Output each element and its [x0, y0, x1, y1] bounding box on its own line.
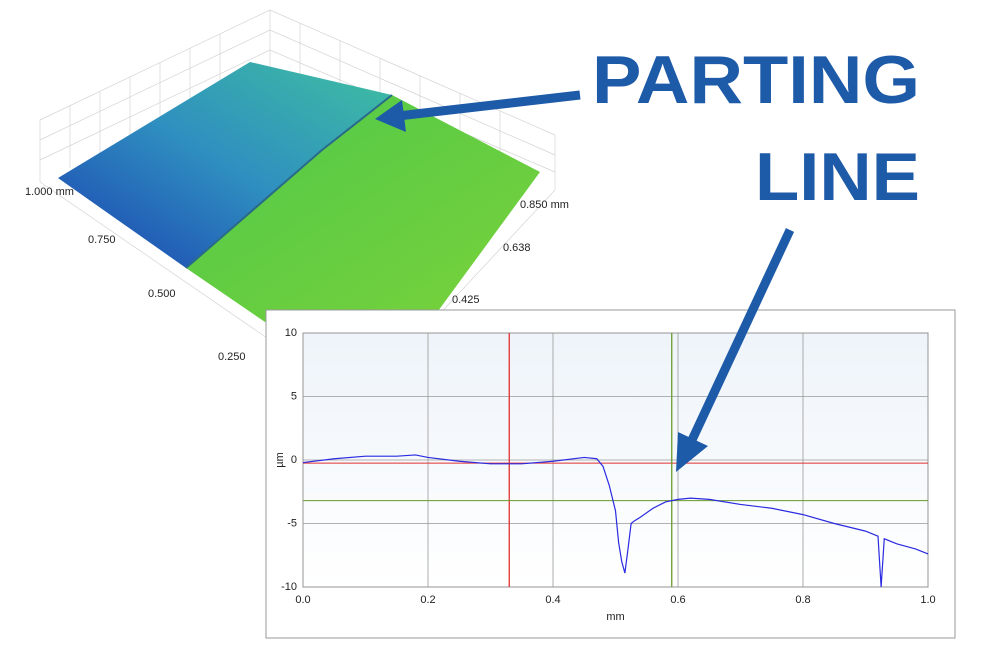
- y-axis-label: µm: [274, 452, 286, 468]
- profile-line: [302, 454, 929, 588]
- surface-left: [58, 62, 392, 268]
- y-tick-label: 0.638: [503, 242, 531, 254]
- x-axis-label: mm: [606, 611, 624, 623]
- y-tick-label: 0: [291, 454, 297, 466]
- x-tick-label: 0.8: [795, 594, 810, 606]
- x-tick-label: 1.000 mm: [25, 186, 74, 198]
- y-tick-label: 10: [285, 327, 297, 339]
- surface-box: [39, 9, 556, 341]
- annotation: LINE: [755, 139, 920, 215]
- x-tick-label: 0.500: [148, 288, 176, 300]
- y-tick-label: 0.425: [452, 294, 480, 306]
- surface-chart: 1.000 mm 0.750 0.500 0.250 0.850 mm 0.638 0.42…: [25, 9, 569, 363]
- x-tick-label: 0.250: [218, 351, 246, 363]
- parting-edge: [185, 94, 393, 269]
- y-tick-label: 5: [291, 390, 297, 402]
- y-tick-label: 0.850 mm: [520, 199, 569, 211]
- x-tick-label: 0.6: [670, 594, 685, 606]
- surface-right: [186, 95, 540, 322]
- x-tick-label: 0.2: [420, 594, 435, 606]
- annotation: PARTING: [592, 42, 920, 118]
- x-tick-label: 0.0: [295, 594, 310, 606]
- x-tick-label: 1.0: [920, 594, 935, 606]
- x-tick-label: 0.750: [88, 234, 116, 246]
- y-tick-label: -10: [281, 581, 297, 593]
- arrows: [375, 90, 795, 472]
- x-tick-label: 0.4: [545, 594, 560, 606]
- y-tick-label: -5: [287, 517, 297, 529]
